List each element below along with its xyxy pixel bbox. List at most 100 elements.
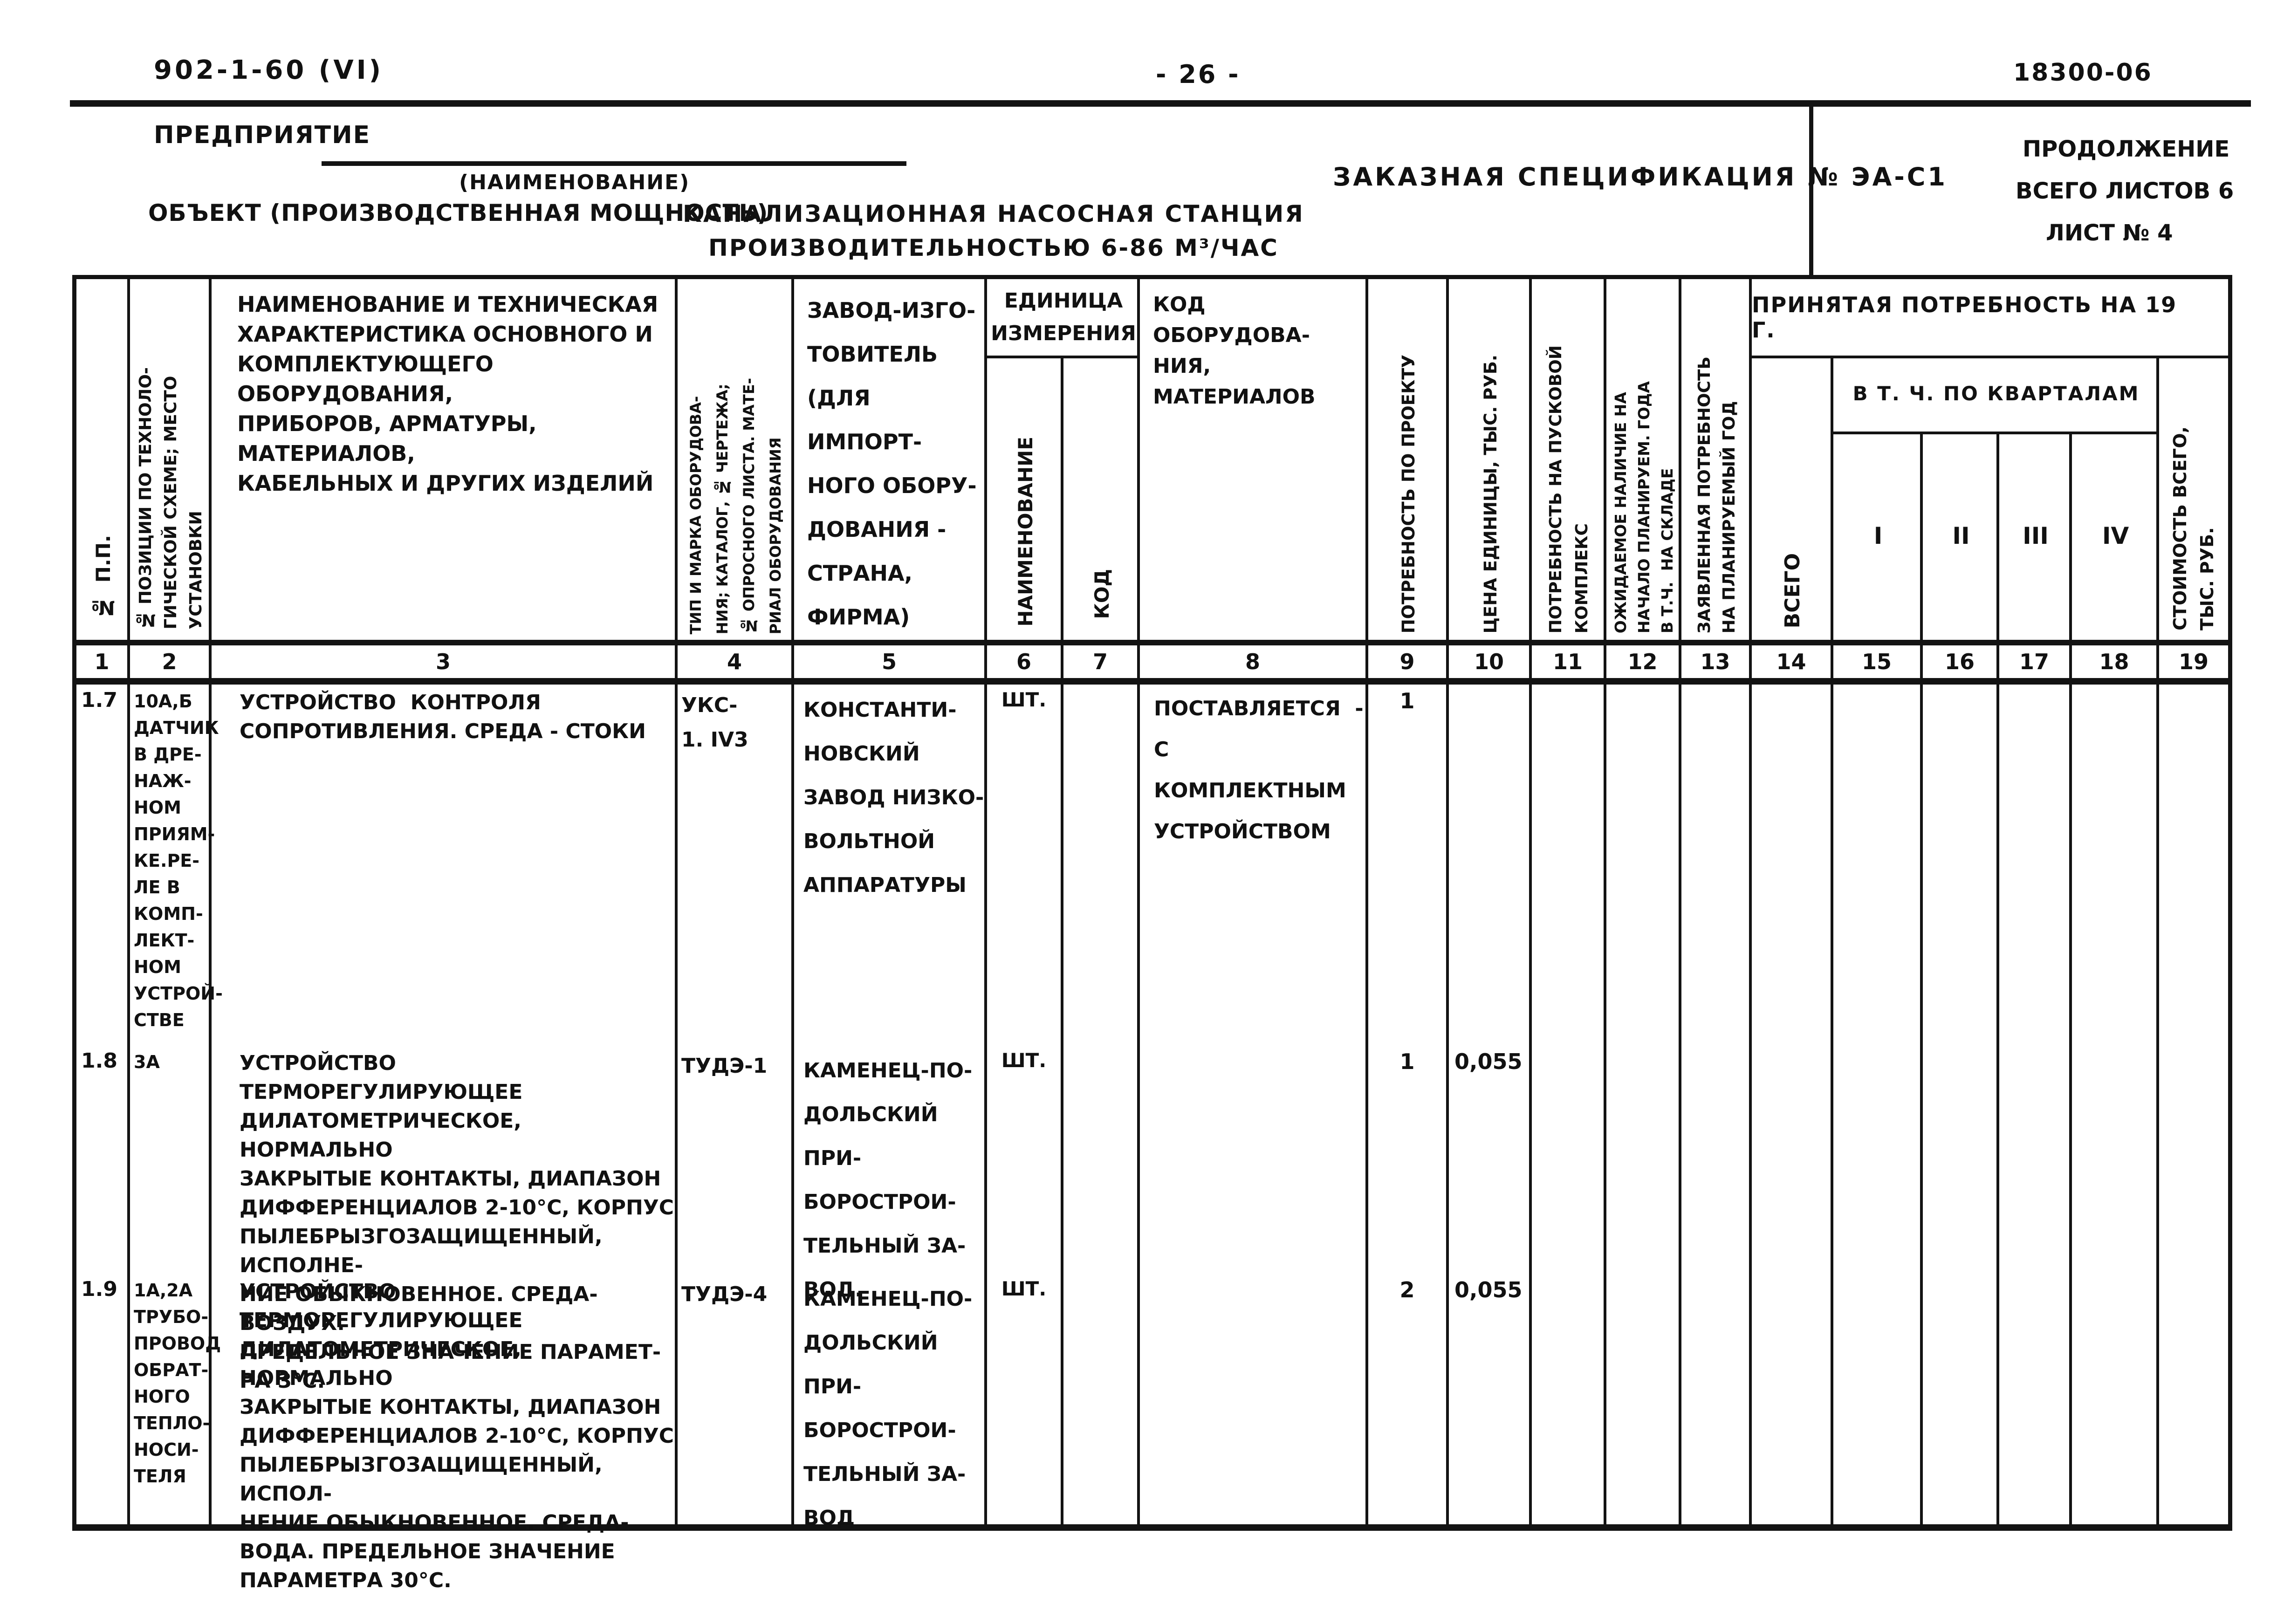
col-unit-data: шт. шт. шт. — [987, 685, 1063, 1524]
col-number: 16 — [1923, 645, 1999, 678]
grid-line — [1604, 279, 1606, 640]
header-col-qty-project-label: Потребность по проекту — [1399, 354, 1419, 633]
header-col-total: Всего — [1752, 356, 1833, 640]
object-value-line1: Канализационная насосная станция — [683, 200, 1304, 227]
col-q3-data — [1999, 685, 2072, 1524]
header-col-qty-project: Потребность по проекту — [1368, 279, 1449, 640]
header-col-unit-code-label: Код — [1090, 569, 1113, 619]
row-qty: 2 — [1399, 1277, 1415, 1302]
grid-line — [2156, 356, 2159, 640]
col-unit-code-data — [1063, 685, 1140, 1524]
header-col-declared-qty-label: Заявленная потребность на планируемый го… — [1694, 356, 1739, 633]
sheet-number-label: Лист № 4 — [2046, 220, 2173, 246]
header-col-declared-qty: Заявленная потребность на планируемый го… — [1681, 279, 1752, 640]
row-price: 0,055 — [1454, 1277, 1523, 1302]
header-col-type-label: Тип и марка оборудова- ния; каталог, № ч… — [687, 377, 784, 634]
specification-table: № п.п. № позиции по техноло- гической сх… — [72, 275, 2232, 1592]
row-unit: шт. — [1001, 1049, 1047, 1072]
row-position: 3а — [134, 1052, 160, 1072]
header-col-cost-total: Стоимость всего, тыс. руб. — [2159, 356, 2228, 640]
enterprise-sublabel: (наименование) — [459, 171, 690, 194]
enterprise-blank-line — [322, 161, 906, 166]
doc-number: 18300-06 — [2013, 59, 2153, 87]
header-col-unit-name-label: Наименование — [1014, 437, 1037, 627]
col-q4-data — [2072, 685, 2159, 1524]
row-type: УКС- 1. IV3 — [681, 693, 748, 752]
object-label: Объект (производственная мощность) — [148, 199, 768, 226]
col-number: 15 — [1833, 645, 1923, 678]
header-quarter-3: III — [2023, 522, 2049, 549]
page-number: - 26 - — [1156, 60, 1241, 89]
row-name: Устройство контроля сопротивления. Среда… — [240, 691, 646, 743]
header-quarter-1: I — [1873, 522, 1883, 549]
grid-line — [2069, 432, 2072, 640]
col-name-data: Устройство контроля сопротивления. Среда… — [212, 685, 678, 1592]
header-group-accepted: Принятая потребность на 19 г. — [1752, 292, 2228, 343]
header-col-unit-name: Наименование — [987, 356, 1063, 640]
header-col-startup-qty: Потребность на пусковой комплекс — [1532, 279, 1606, 640]
col-number: 9 — [1368, 645, 1449, 678]
col-number: 6 — [987, 645, 1063, 678]
spec-title: Заказная спецификация № ЭА-С1 — [1333, 162, 1948, 192]
header-col-expected-stock-label: Ожидаемое наличие на начало планируем. г… — [1611, 381, 1676, 633]
row-name: Устройство терморегулирующее дилатометри… — [240, 1280, 674, 1592]
header-col-expected-stock: Ожидаемое наличие на начало планируем. г… — [1606, 279, 1681, 640]
grid-line — [1749, 279, 1752, 640]
col-position-data: 10а,б Датчик в дре- наж- ном приям- ке.Р… — [130, 685, 223, 1524]
grid-line — [1061, 356, 1063, 640]
header-quarter-2: II — [1952, 522, 1970, 549]
grid-line — [1679, 279, 1681, 640]
col-qty-project-data: 1 1 2 — [1368, 685, 1449, 1524]
col-declared-qty-data — [1681, 685, 1752, 1524]
grid-line — [1831, 432, 2159, 434]
grid-line — [1749, 356, 2228, 358]
row-price: 0,055 — [1454, 1049, 1523, 1074]
row-position: 1а,2а Трубо- провод обрат- ного тепло- н… — [134, 1280, 221, 1487]
row-unit: шт. — [1001, 688, 1047, 711]
row-factory: Каменец-По- дольский при- борострои- тел… — [803, 1287, 973, 1530]
col-number: 13 — [1681, 645, 1752, 678]
col-npp-data: 1.7 1.8 1.9 — [76, 685, 130, 1524]
row-unit: шт. — [1001, 1277, 1047, 1300]
row-qty: 1 — [1399, 688, 1415, 713]
header-col-npp: № п.п. — [76, 279, 130, 640]
col-number: 19 — [2178, 649, 2209, 674]
row-num: 1.7 — [81, 688, 117, 712]
row-num: 1.8 — [81, 1049, 117, 1073]
grid-line — [1365, 279, 1368, 640]
col-total-data — [1752, 685, 1833, 1524]
col-equip-code-data: Поставляется - с комплектным устройством — [1140, 685, 1368, 1524]
header-quarter-4: IV — [2102, 522, 2129, 549]
grid-line — [127, 279, 130, 640]
col-number: 3 — [212, 645, 678, 678]
row-name: Устройство терморегулирующее дилатометри… — [240, 1051, 674, 1393]
grid-line — [1137, 279, 1140, 640]
row-type: ТУДЭ-1 — [681, 1054, 768, 1078]
top-rule-divider — [70, 100, 2251, 107]
header-group-quarters: В т. ч. по кварталам — [1852, 382, 2140, 405]
col-startup-qty-data — [1532, 685, 1606, 1524]
header-col-unit-code: Код — [1063, 356, 1140, 640]
table-body: 1.7 1.8 1.9 10а,б Датчик в дре- наж- ном… — [76, 685, 2228, 1592]
grid-line — [791, 279, 794, 640]
grid-line — [1996, 432, 1999, 640]
header-col-name: Наименование и техническая характеристик… — [237, 292, 658, 496]
col-number: 10 — [1449, 645, 1532, 678]
header-col-equip-code: Код оборудова- ния, материалов — [1153, 293, 1316, 409]
grid-line — [1446, 279, 1449, 640]
header-col-unit-price: Цена единицы, тыс. руб. — [1449, 279, 1532, 640]
col-number: 11 — [1532, 645, 1606, 678]
grid-line — [1920, 432, 1923, 640]
doc-series-code: 902-1-60 (VI) — [154, 55, 384, 85]
header-col-npp-label: № п.п. — [92, 534, 115, 619]
col-number: 18 — [2072, 645, 2159, 678]
grid-line — [675, 279, 678, 640]
col-number: 4 — [678, 645, 794, 678]
col-number: 2 — [130, 645, 212, 678]
header-group-unit: Единица измерения — [991, 289, 1136, 345]
header-col-position-label: № позиции по техноло- гической схеме; ме… — [136, 367, 206, 630]
col-factory-data: Константи- новский завод низко- вольтной… — [794, 685, 987, 1530]
header-col-cost-total-label: Стоимость всего, тыс. руб. — [2170, 426, 2217, 630]
col-number: 12 — [1606, 645, 1681, 678]
